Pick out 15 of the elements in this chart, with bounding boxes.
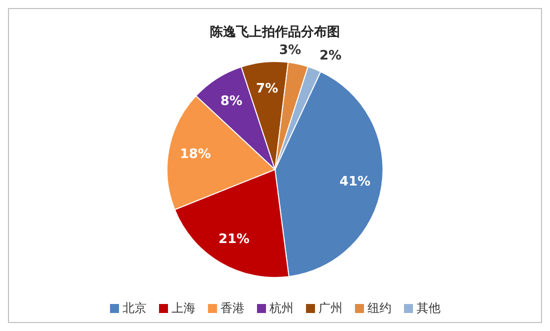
legend-label: 杭州 <box>270 300 294 317</box>
legend-label: 上海 <box>172 300 196 317</box>
data-label: 7% <box>256 81 278 96</box>
legend-label: 其他 <box>416 300 440 317</box>
data-label: 21% <box>218 232 250 247</box>
legend-label: 纽约 <box>368 300 392 317</box>
legend-label: 香港 <box>220 300 244 317</box>
data-label: 2% <box>320 48 342 64</box>
data-label: 18% <box>180 147 211 162</box>
data-label: 41% <box>339 174 371 190</box>
chart-title: 陈逸飞上拍作品分布图 <box>209 24 341 41</box>
legend-label: 北京 <box>122 300 146 317</box>
data-label: 8% <box>220 94 242 109</box>
data-label: 3% <box>279 42 302 58</box>
legend-label: 广州 <box>318 300 342 317</box>
